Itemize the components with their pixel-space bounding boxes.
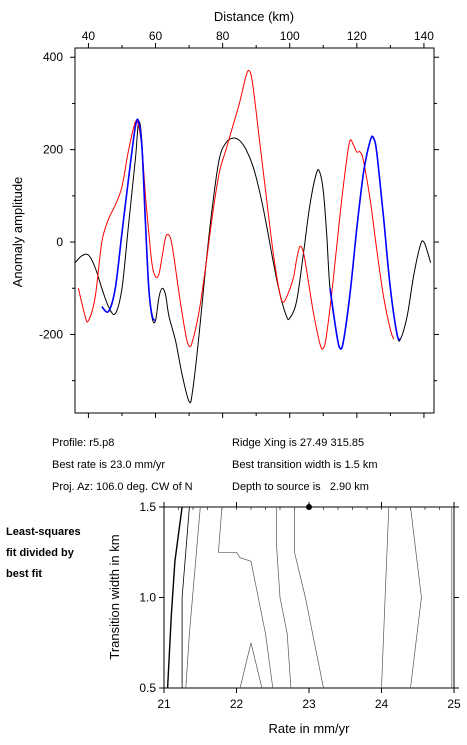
contour-line	[294, 507, 324, 689]
depth-text: Depth to source is 2.90 km	[232, 481, 369, 493]
contour-line	[276, 507, 292, 689]
ridge-xing-text: Ridge Xing is 27.49 315.85	[232, 437, 364, 449]
top-x-tick-label: 40	[82, 29, 96, 43]
contour-line	[181, 506, 190, 688]
contour-line	[185, 506, 201, 689]
top-series	[74, 69, 432, 404]
top-x-ticks: 40 60 80 100 120 140	[82, 29, 434, 418]
bottom-x-axis-title: Rate in mm/yr	[269, 721, 351, 736]
fit-note: Least-squares fit divided by best fit	[6, 526, 81, 580]
fit-note-line-2: fit divided by	[6, 547, 75, 559]
anomaly-profile-plot: 40 60 80 100 120 140 -200 0 200 400 Distance (km…	[10, 9, 439, 418]
contour-line	[381, 506, 390, 689]
best-rate-text: Best rate is 23.0 mm/yr	[52, 459, 165, 471]
anomaly-series-line	[101, 118, 157, 322]
top-y-tick-label: 200	[43, 143, 63, 157]
contour-line	[166, 506, 183, 689]
bottom-x-tick-label: 24	[375, 697, 389, 711]
top-x-tick-label: 60	[149, 29, 163, 43]
top-plot-frame	[74, 47, 435, 414]
misfit-contour-plot: 21 22 23 24 25 0.5 1.0 1.5 Rate in mm/yr Trans…	[107, 500, 461, 736]
top-x-tick-label: 100	[280, 29, 300, 43]
best-fit-marker	[306, 504, 312, 510]
contour-lines	[166, 506, 453, 689]
profile-text: Profile: r5.p8	[52, 437, 114, 449]
contour-line	[410, 506, 422, 689]
bottom-x-tick-label: 25	[447, 697, 461, 711]
bottom-y-axis-title: Transition width in km	[107, 534, 122, 659]
top-x-tick-label: 80	[216, 29, 230, 43]
bottom-x-tick-label: 22	[230, 697, 244, 711]
top-x-tick-label: 140	[414, 29, 434, 43]
info-block: Profile: r5.p8 Best rate is 23.0 mm/yr P…	[52, 437, 378, 493]
bottom-y-tick-label: 0.5	[139, 681, 156, 695]
bottom-y-tick-label: 1.0	[139, 591, 156, 605]
bottom-plot-frame	[163, 506, 455, 689]
top-y-tick-label: 0	[56, 235, 63, 249]
bottom-y-tick-label: 1.5	[139, 500, 156, 514]
top-x-tick-label: 120	[347, 29, 367, 43]
proj-az-text: Proj. Az: 106.0 deg. CW of N	[52, 481, 193, 493]
top-y-tick-label: -200	[39, 327, 63, 341]
best-width-text: Best transition width is 1.5 km	[232, 459, 378, 471]
top-x-axis-title: Distance (km)	[214, 9, 294, 24]
anomaly-series-line	[77, 69, 395, 350]
contour-line	[239, 642, 263, 689]
anomaly-series-line	[329, 135, 402, 350]
top-y-axis-title: Anomaly amplitude	[10, 177, 25, 288]
top-y-tick-label: 400	[43, 50, 63, 64]
bottom-x-ticks: 21 22 23 24 25	[157, 502, 461, 711]
fit-note-line-1: Least-squares	[6, 526, 81, 538]
fit-note-line-3: best fit	[6, 568, 42, 580]
bottom-y-ticks: 0.5 1.0 1.5	[139, 500, 459, 695]
bottom-x-tick-label: 23	[302, 697, 316, 711]
top-y-ticks: -200 0 200 400	[39, 50, 439, 382]
contour-line	[218, 506, 274, 689]
bottom-x-tick-label: 21	[157, 697, 171, 711]
